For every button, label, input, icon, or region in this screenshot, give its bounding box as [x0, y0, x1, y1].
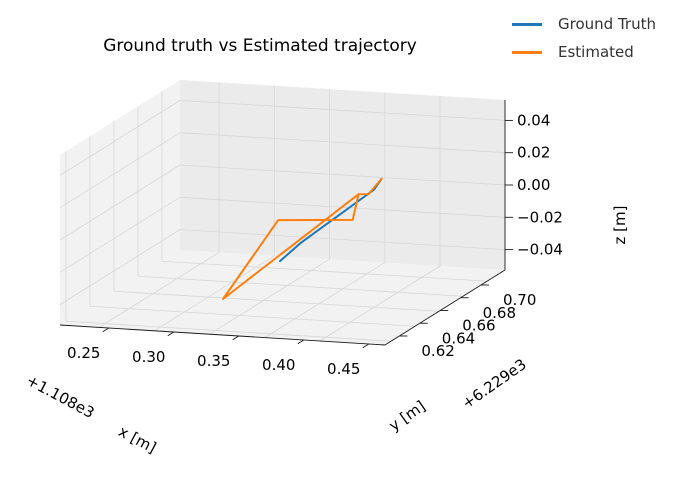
legend-swatch-ground-truth: [512, 22, 542, 26]
grid-x-floor: [65, 320, 392, 342]
y-tick-label: 0.64: [442, 329, 475, 347]
z-tick-label: 0.00: [517, 176, 550, 194]
x-tick-mark: [297, 339, 304, 345]
x-offset-label: +1.108e3: [23, 371, 97, 422]
grid-z-left: [59, 196, 181, 273]
axes-panes: [60, 80, 505, 345]
legend-item-ground-truth: Ground Truth: [512, 12, 656, 36]
legend-swatch-estimated: [512, 50, 542, 54]
y-tick-label: 0.68: [483, 304, 516, 322]
y-tick-label: 0.62: [421, 342, 454, 360]
legend: Ground Truth Estimated: [502, 4, 692, 72]
grid-y-floor: [319, 265, 441, 342]
y-offset-label: +6.229e3: [459, 355, 530, 412]
series-lines: [222, 177, 383, 300]
x-tick-label: 0.40: [262, 356, 295, 374]
grid-lines: [59, 82, 506, 342]
series-line-estimated: [222, 177, 383, 300]
grid-x-floor: [161, 260, 488, 282]
x-tick-mark: [232, 335, 239, 341]
z-tick-label: 0.02: [517, 144, 550, 162]
floor-pane: [60, 250, 505, 345]
axes-edges: [59, 100, 513, 349]
legend-item-estimated: Estimated: [512, 40, 634, 64]
grid-z-right: [179, 229, 506, 250]
y-tick-label: 0.66: [462, 317, 495, 335]
y-axis-line: [384, 269, 506, 346]
tick-labels: 0.25 0.30 0.35 0.40 0.45 0.620.640.660.680.70…: [67, 111, 563, 378]
grid-y-floor: [209, 258, 330, 335]
z-tick-label: −0.02: [517, 208, 563, 226]
grid-y-floor: [264, 262, 385, 338]
x-axis-line: [59, 324, 386, 346]
grid-x-floor: [89, 305, 416, 327]
series-line-ground-truth: [279, 177, 383, 263]
grid-z-left: [59, 100, 181, 176]
z-axis-label: z [m]: [611, 206, 629, 245]
x-tick-mark: [102, 327, 109, 333]
x-tick-mark: [167, 331, 174, 337]
grid-z-right: [179, 132, 506, 154]
x-axis-label: x [m]: [115, 422, 159, 457]
grid-y-floor: [154, 255, 275, 332]
y-tick-label: 0.70: [503, 291, 536, 309]
grid-x-floor: [113, 290, 440, 312]
x-tick-label: 0.45: [327, 360, 360, 378]
grid-z-left: [59, 132, 181, 209]
legend-label-estimated: Estimated: [558, 43, 634, 61]
grid-z-right: [179, 100, 506, 121]
x-tick-label: 0.35: [197, 352, 230, 370]
x-tick-mark: [362, 343, 369, 349]
grid-z-left: [59, 164, 181, 241]
y-axis-label: y [m]: [386, 397, 429, 435]
grid-y-floor: [98, 252, 220, 328]
legend-label-ground-truth: Ground Truth: [558, 15, 656, 33]
z-tick-label: −0.04: [517, 241, 563, 259]
grid-z-right: [179, 164, 506, 186]
z-tick-label: 0.04: [517, 111, 550, 129]
x-tick-label: 0.25: [67, 344, 100, 362]
grid-z-left: [59, 229, 181, 305]
chart-title: Ground truth vs Estimated trajectory: [103, 36, 417, 56]
grid-x-floor: [137, 275, 464, 297]
x-tick-label: 0.30: [132, 348, 165, 366]
